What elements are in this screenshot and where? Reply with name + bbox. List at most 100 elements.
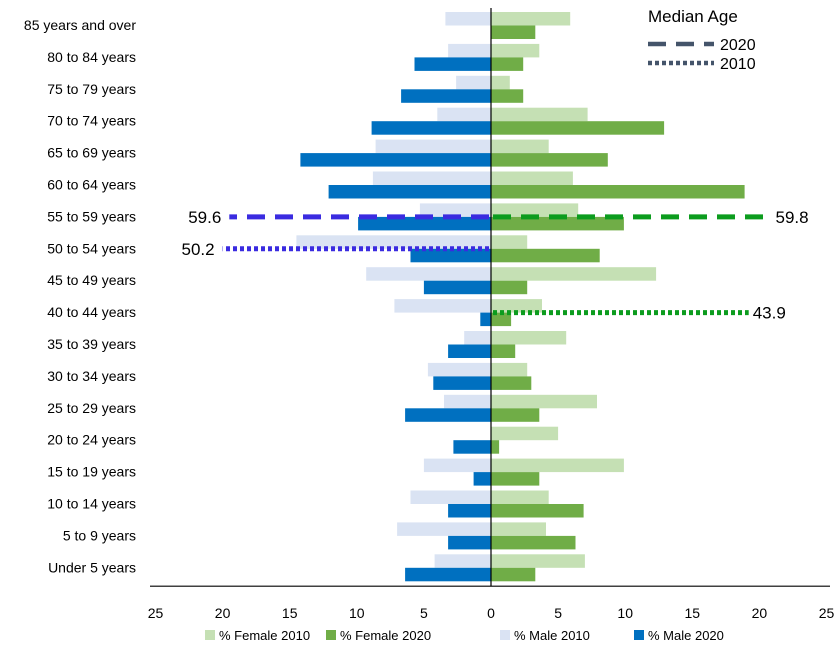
legend-label: % Male 2010 [514,628,590,643]
median-age-label-female-2020: 59.8 [776,208,809,227]
bar-male-2010 [456,75,491,90]
bar-male-2020 [405,567,491,582]
bar-male-2020 [410,248,491,263]
x-tick-labels: 25 20 15 10 5 0 5 10 15 20 25 [148,605,835,621]
bar-female-2010 [491,458,624,473]
bar-female-2010 [491,43,540,58]
bar-female-2020 [491,312,512,327]
bar-male-2010 [375,139,491,154]
category-label: 65 to 69 years [47,145,136,161]
category-label: 70 to 74 years [47,113,136,129]
bar-male-2010 [410,490,491,504]
bar-male-2010 [437,107,491,122]
x-tick-label: 5 [554,605,562,621]
category-label: 60 to 64 years [47,177,136,193]
bars-layer [296,12,745,582]
bar-female-2010 [491,75,510,90]
category-labels: 85 years and over 80 to 84 years 75 to 79 … [24,17,136,575]
bar-male-2020 [453,440,491,454]
bar-female-2020 [491,121,665,135]
bar-male-2010 [464,331,491,345]
median-age-lines: 59.6 50.2 59.8 43.9 [182,208,809,323]
category-label: 75 to 79 years [47,81,136,97]
bar-female-2010 [491,554,585,568]
legend-label: % Female 2020 [340,628,431,643]
bar-male-2010 [366,267,491,281]
bar-female-2010 [491,299,542,313]
bar-male-2020 [473,472,491,486]
bar-male-2020 [433,376,491,390]
bar-female-2020 [491,185,745,199]
bar-male-2010 [434,554,491,568]
median-age-label-female-2010: 43.9 [753,304,786,323]
bar-male-2010 [445,12,491,26]
category-label: 10 to 14 years [47,496,136,512]
median-age-legend-label: 2020 [720,37,756,54]
category-label: 20 to 24 years [47,432,136,448]
legend-swatch [205,630,215,640]
x-tick-label: 5 [420,605,428,621]
bar-female-2010 [491,235,528,249]
bar-female-2020 [491,57,524,71]
bar-female-2010 [491,107,588,122]
x-tick-label: 20 [752,605,768,621]
median-age-label-male-2010: 50.2 [182,240,215,259]
legend-swatch [634,630,644,640]
bar-male-2020 [480,312,491,327]
bar-female-2020 [491,472,540,486]
median-age-legend-label: 2010 [720,56,756,73]
bar-male-2020 [300,153,491,167]
median-age-label-male-2020: 59.6 [188,208,221,227]
bar-female-2020 [491,153,608,167]
median-age-legend-title: Median Age [648,7,738,26]
bar-male-2010 [394,299,491,313]
legend-swatch [326,630,336,640]
bar-female-2020 [491,344,516,358]
bar-male-2020 [405,408,491,422]
category-label: 5 to 9 years [63,527,136,543]
x-tick-label: 10 [617,605,633,621]
median-age-legend: Median Age 2020 2010 [648,7,756,73]
bar-female-2010 [491,203,579,217]
bar-female-2020 [491,216,624,231]
x-tick-label: 0 [487,605,495,621]
category-label: 55 to 59 years [47,208,136,224]
bar-female-2020 [491,535,576,550]
x-tick-label: 25 [819,605,835,621]
x-tick-label: 20 [215,605,231,621]
bar-male-2010 [397,522,491,536]
category-label: 80 to 84 years [47,49,136,65]
bar-female-2020 [491,567,536,582]
category-label: Under 5 years [48,559,136,575]
bar-female-2020 [491,25,536,39]
x-tick-label: 15 [685,605,701,621]
category-label: 30 to 34 years [47,368,136,384]
bar-female-2010 [491,490,549,504]
category-label: 45 to 49 years [47,272,136,288]
bar-female-2010 [491,267,657,281]
legend-label: % Female 2010 [219,628,310,643]
bar-female-2010 [491,139,549,154]
bar-male-2020 [414,57,491,71]
bar-female-2020 [491,440,500,454]
series-legend: % Female 2010 % Female 2020 % Male 2010 % M… [205,628,724,643]
bar-male-2020 [401,89,491,103]
bar-male-2020 [448,344,491,358]
bar-male-2020 [371,121,491,135]
bar-female-2020 [491,89,524,103]
bar-male-2020 [358,216,491,231]
category-label: 85 years and over [24,17,136,33]
bar-male-2010 [444,394,491,409]
axes-layer [150,8,830,587]
bar-female-2020 [491,504,584,518]
legend-swatch [500,630,510,640]
bar-female-2010 [491,362,528,377]
x-tick-label: 15 [282,605,298,621]
x-tick-label: 10 [349,605,365,621]
category-label: 25 to 29 years [47,400,136,416]
bar-female-2010 [491,12,571,26]
bar-female-2020 [491,280,528,295]
bar-female-2020 [491,376,532,390]
bar-female-2010 [491,171,573,185]
x-tick-label: 25 [148,605,164,621]
